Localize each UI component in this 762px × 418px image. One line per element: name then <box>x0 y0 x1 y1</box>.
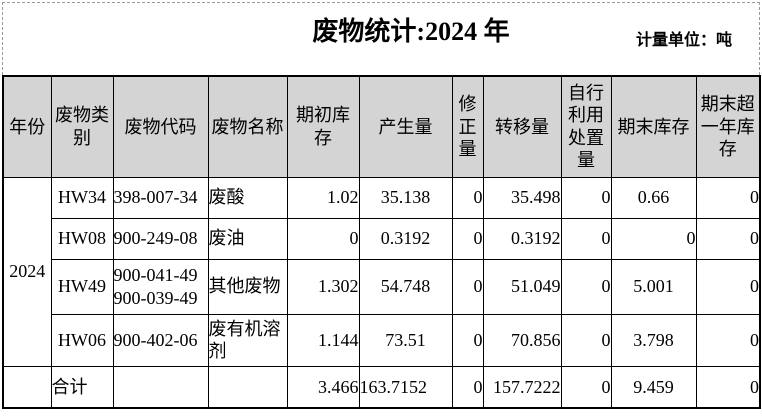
cell-code[interactable]: 900-041-49 900-039-49 <box>112 258 209 315</box>
cell-self-disposed[interactable]: 0 <box>560 176 612 219</box>
header-cell-year[interactable]: 年份 <box>2 75 52 178</box>
cell-transferred[interactable]: 35.498 <box>482 176 562 219</box>
header-cell-waste-category[interactable]: 废物类别 <box>50 75 114 178</box>
cell-self-disposed[interactable]: 0 <box>560 313 612 367</box>
cell-generated[interactable]: 0.3192 <box>358 217 453 260</box>
cell-total-transferred[interactable]: 157.7222 <box>482 365 562 409</box>
cell-corrected[interactable]: 0 <box>451 258 484 315</box>
cell-category[interactable]: HW34 <box>50 176 114 219</box>
cell-opening-stock[interactable]: 1.144 <box>286 313 360 367</box>
cell-transferred[interactable]: 51.049 <box>482 258 562 315</box>
cell-generated[interactable]: 35.138 <box>358 176 453 219</box>
table-row: HW06 900-402-06 废有机溶剂 1.144 73.51 0 70.8… <box>3 313 761 367</box>
cell-ending-stock[interactable]: 0.66 <box>610 176 697 219</box>
cell-self-disposed[interactable]: 0 <box>560 217 612 260</box>
page-title: 废物统计:2024 年 <box>312 17 510 46</box>
cell-total-opening-stock[interactable]: 3.466 <box>286 365 360 409</box>
cell-total-label[interactable]: 合计 <box>50 365 114 409</box>
cell-opening-stock[interactable]: 0 <box>286 217 360 260</box>
cell-corrected[interactable]: 0 <box>451 176 484 219</box>
header-cell-waste-name[interactable]: 废物名称 <box>207 75 288 178</box>
cell-transferred[interactable]: 70.856 <box>482 313 562 367</box>
cell-name[interactable]: 废有机溶剂 <box>207 313 288 367</box>
header-cell-corrected[interactable]: 修正量 <box>451 75 484 178</box>
cell-generated[interactable]: 73.51 <box>358 313 453 367</box>
header-cell-transferred[interactable]: 转移量 <box>482 75 562 178</box>
header-row: 年份 废物类别 废物代码 废物名称 期初库存 产生量 修正量 转移量 自行利用处… <box>2 75 761 178</box>
cell-ending-stock[interactable]: 0 <box>610 217 697 260</box>
cell-total-self-disposed[interactable]: 0 <box>560 365 612 409</box>
header-cell-opening-stock[interactable]: 期初库存 <box>286 75 360 178</box>
cell-name[interactable]: 其他废物 <box>207 258 288 315</box>
cell-opening-stock[interactable]: 1.302 <box>286 258 360 315</box>
cell-code[interactable]: 398-007-34 <box>112 176 209 219</box>
table-row: HW08 900-249-08 废油 0 0.3192 0 0.3192 0 0… <box>3 217 761 260</box>
header-cell-self-disposed[interactable]: 自行利用处置量 <box>560 75 612 178</box>
cell-name-empty[interactable] <box>207 365 288 409</box>
cell-name[interactable]: 废酸 <box>207 176 288 219</box>
cell-year-merged[interactable]: 2024 <box>2 176 52 367</box>
cell-code[interactable]: 900-249-08 <box>112 217 209 260</box>
cell-total-ending-stock[interactable]: 9.459 <box>610 365 697 409</box>
cell-opening-stock[interactable]: 1.02 <box>286 176 360 219</box>
cell-generated[interactable]: 54.748 <box>358 258 453 315</box>
cell-category[interactable]: HW49 <box>50 258 114 315</box>
cell-corrected[interactable]: 0 <box>451 217 484 260</box>
unit-of-measure-label: 计量单位：吨 <box>635 32 732 49</box>
table-row: HW49 900-041-49 900-039-49 其他废物 1.302 54… <box>3 258 761 315</box>
cell-total-generated[interactable]: 163.7152 <box>358 365 453 409</box>
cell-category[interactable]: HW08 <box>50 217 114 260</box>
header-cell-ending-stock[interactable]: 期末库存 <box>610 75 697 178</box>
cell-over-year-stock[interactable]: 0 <box>695 313 761 367</box>
waste-statistics-table: 年份 废物类别 废物代码 废物名称 期初库存 产生量 修正量 转移量 自行利用处… <box>2 75 761 409</box>
table-row: 2024 HW34 398-007-34 废酸 1.02 35.138 0 35… <box>2 176 761 367</box>
cell-corrected[interactable]: 0 <box>451 313 484 367</box>
cell-total-corrected[interactable]: 0 <box>451 365 484 409</box>
cell-ending-stock[interactable]: 5.001 <box>610 258 697 315</box>
cell-code-empty[interactable] <box>112 365 209 409</box>
cell-over-year-stock[interactable]: 0 <box>695 258 761 315</box>
cell-self-disposed[interactable]: 0 <box>560 258 612 315</box>
cell-code[interactable]: 900-402-06 <box>112 313 209 367</box>
header-cell-over-year-stock[interactable]: 期末超一年库存 <box>695 75 761 178</box>
cell-transferred[interactable]: 0.3192 <box>482 217 562 260</box>
total-row: 合计 3.466 163.7152 0 157.7222 0 9.459 0 <box>2 365 761 409</box>
cell-over-year-stock[interactable]: 0 <box>695 217 761 260</box>
header-cell-waste-code[interactable]: 废物代码 <box>112 75 209 178</box>
cell-over-year-stock[interactable]: 0 <box>695 176 761 219</box>
cell-name[interactable]: 废油 <box>207 217 288 260</box>
cell-year-empty[interactable] <box>2 365 52 409</box>
header-cell-generated[interactable]: 产生量 <box>358 75 453 178</box>
cell-ending-stock[interactable]: 3.798 <box>610 313 697 367</box>
cell-total-over-year-stock[interactable]: 0 <box>695 365 761 409</box>
cell-category[interactable]: HW06 <box>50 313 114 367</box>
